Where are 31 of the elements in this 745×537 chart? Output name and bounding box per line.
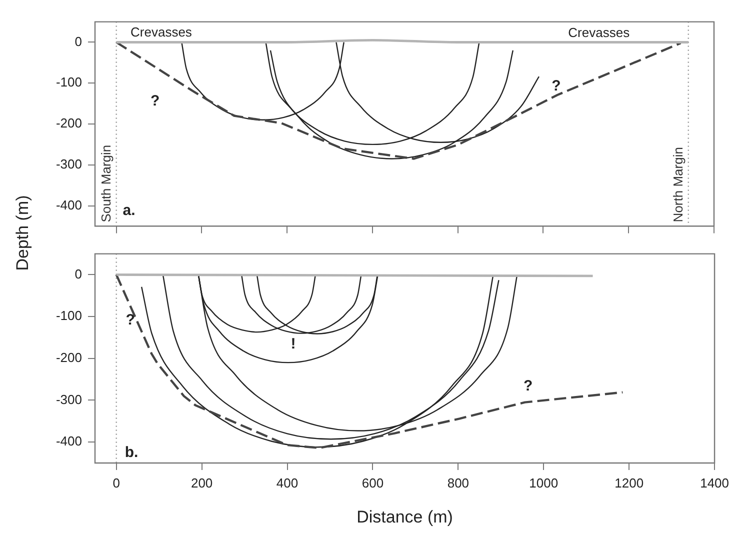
- x-tick-label: 600: [362, 475, 384, 490]
- ref-line-label: North Margin: [670, 147, 686, 222]
- x-tick-label: 0: [112, 475, 120, 490]
- x-tick-label: 1000: [529, 475, 558, 490]
- annotation: ?: [126, 311, 135, 328]
- annotation: b.: [124, 444, 138, 462]
- y-tick-label: 0: [74, 266, 82, 282]
- y-tick-label: -100: [56, 308, 82, 324]
- y-tick-label: -300: [56, 156, 82, 172]
- annotation: ?: [150, 92, 160, 110]
- ref-line-label: South Margin: [98, 144, 114, 222]
- y-axis-title: Depth (m): [13, 195, 33, 271]
- y-tick-label: -400: [56, 434, 82, 449]
- x-axis-title: Distance (m): [356, 507, 453, 526]
- annotation: !: [290, 336, 296, 353]
- y-tick-label: -200: [56, 116, 82, 131]
- y-tick-label: 0: [74, 34, 82, 49]
- x-tick-label: 400: [276, 475, 298, 490]
- annotation: Crevasses: [568, 25, 630, 40]
- x-tick-label: 800: [447, 475, 470, 490]
- y-tick-label: -100: [56, 74, 82, 90]
- annotation: ?: [552, 77, 561, 94]
- x-tick-label: 1400: [700, 475, 729, 490]
- annotation: Crevasses: [130, 24, 192, 40]
- y-tick-label: -400: [56, 197, 82, 212]
- x-tick-label: 1200: [614, 475, 644, 490]
- annotation: ?: [523, 378, 533, 395]
- y-tick-label: -200: [56, 350, 82, 365]
- annotation: a.: [122, 202, 136, 220]
- y-tick-label: -300: [56, 392, 82, 407]
- x-tick-label: 200: [190, 475, 213, 490]
